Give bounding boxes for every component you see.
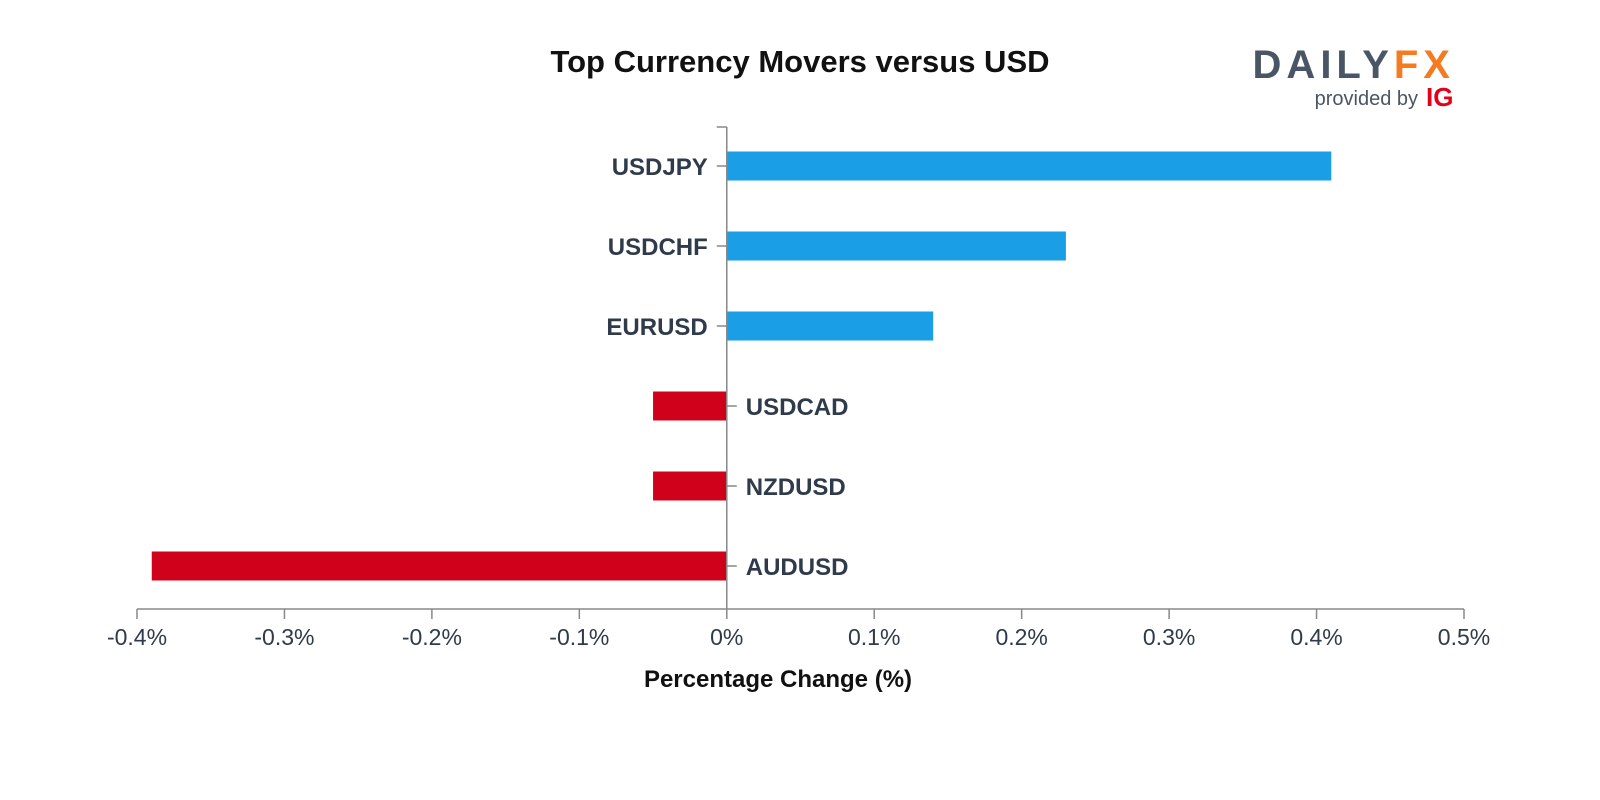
category-label-audusd: AUDUSD bbox=[746, 554, 849, 581]
category-label-usdcad: USDCAD bbox=[746, 394, 849, 421]
bar-usdjpy bbox=[726, 151, 1332, 181]
logo-fx: FX bbox=[1394, 43, 1455, 87]
x-tick-label: 0.3% bbox=[1143, 624, 1195, 650]
bar-eurusd bbox=[726, 311, 934, 341]
chart-title: Top Currency Movers versus USD bbox=[550, 44, 1049, 79]
x-tick-label: -0.1% bbox=[549, 624, 609, 650]
bar-usdchf bbox=[726, 231, 1066, 261]
x-tick-label: 0% bbox=[710, 624, 743, 650]
bar-audusd bbox=[151, 551, 727, 581]
category-label-eurusd: EURUSD bbox=[606, 314, 707, 341]
x-tick-label: 0.2% bbox=[995, 624, 1047, 650]
logo-ig: IG bbox=[1426, 82, 1453, 112]
x-tick-label: 0.5% bbox=[1438, 624, 1490, 650]
x-tick-label: 0.4% bbox=[1290, 624, 1342, 650]
logo-wordmark: DAILYFX bbox=[1253, 43, 1455, 87]
x-axis-title: Percentage Change (%) bbox=[644, 666, 912, 693]
logo-daily: DAILY bbox=[1253, 43, 1394, 87]
bar-nzdusd bbox=[653, 471, 727, 501]
dailyfx-logo: DAILYFX provided by IG bbox=[1253, 43, 1455, 112]
x-tick-label: -0.4% bbox=[107, 624, 167, 650]
logo-provided-by: provided by bbox=[1315, 88, 1418, 110]
category-label-nzdusd: NZDUSD bbox=[746, 474, 846, 501]
bar-usdcad bbox=[653, 391, 727, 421]
category-label-usdjpy: USDJPY bbox=[612, 154, 708, 181]
x-tick-label: -0.3% bbox=[254, 624, 314, 650]
plot-area: USDJPY USDCHF EURUSD USDCAD NZDUSD AUDUSD -0.4… bbox=[107, 126, 1490, 650]
x-tick-label: -0.2% bbox=[402, 624, 462, 650]
category-label-usdchf: USDCHF bbox=[608, 234, 708, 261]
x-tick-label: 0.1% bbox=[848, 624, 900, 650]
